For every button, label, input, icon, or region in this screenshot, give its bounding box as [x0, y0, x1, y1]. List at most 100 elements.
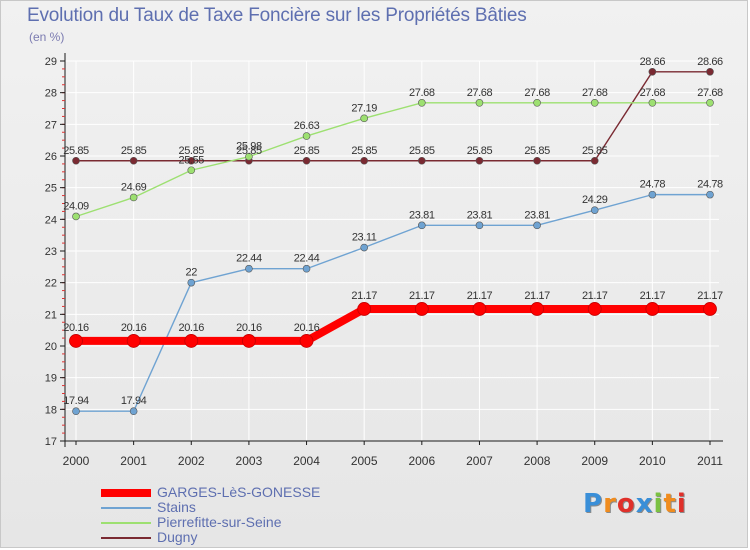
point-stains-2009 — [590, 206, 599, 214]
data-label-stains-2008: 23.81 — [524, 209, 550, 221]
point-pierrefitte-2004 — [302, 132, 311, 140]
point-pierrefitte-2005 — [360, 114, 368, 123]
x-tick-label-2007: 2007 — [466, 454, 493, 468]
point-stains-2003 — [245, 264, 253, 273]
data-label-pierrefitte-2004: 26.63 — [294, 120, 320, 132]
point-dugny-2008 — [533, 156, 541, 165]
legend-swatch-stains — [101, 507, 151, 509]
point-pierrefitte-2008 — [533, 99, 541, 107]
data-label-garges-2009: 21.17 — [582, 290, 608, 302]
point-pierrefitte-2001 — [129, 193, 138, 202]
data-label-dugny-2000: 25.85 — [63, 145, 89, 157]
data-label-stains-2006: 23.81 — [409, 209, 435, 221]
point-garges-2009 — [587, 302, 602, 316]
point-pierrefitte-2010 — [648, 99, 657, 107]
data-label-garges-2005: 21.17 — [351, 290, 377, 302]
point-stains-2011 — [706, 190, 714, 199]
y-tick-label-19: 19 — [45, 373, 57, 385]
point-stains-2010 — [648, 190, 657, 199]
x-tick-label-2001: 2001 — [120, 454, 147, 468]
data-label-dugny-2004: 25.85 — [294, 145, 320, 157]
data-label-dugny-2007: 25.85 — [467, 145, 493, 157]
y-axis-unit-label: (en %) — [29, 30, 65, 44]
point-garges-2002 — [184, 334, 199, 348]
point-garges-2004 — [299, 334, 314, 348]
data-label-stains-2004: 22.44 — [294, 253, 320, 265]
logo-letter: x — [635, 489, 654, 519]
point-pierrefitte-2006 — [418, 99, 426, 107]
data-label-garges-2000: 20.16 — [63, 322, 89, 334]
point-garges-2006 — [414, 302, 429, 316]
data-label-dugny-2008: 25.85 — [524, 145, 550, 157]
x-tick-label-2008: 2008 — [524, 454, 551, 468]
data-label-pierrefitte-2011: 27.68 — [697, 87, 723, 99]
data-label-pierrefitte-2005: 27.19 — [351, 102, 377, 114]
logo-letter: i — [653, 489, 664, 519]
point-stains-2001 — [129, 407, 138, 416]
point-dugny-2002 — [187, 156, 196, 165]
point-garges-2000 — [69, 334, 83, 348]
data-label-garges-2003: 20.16 — [236, 322, 262, 334]
x-tick-label-2005: 2005 — [351, 454, 378, 468]
point-pierrefitte-2003 — [245, 152, 253, 161]
legend-label-stains: Stains — [157, 499, 196, 515]
data-label-dugny-2010: 28.66 — [640, 56, 666, 68]
point-stains-2008 — [533, 221, 541, 230]
point-stains-2005 — [360, 243, 368, 252]
legend-swatch-garges — [101, 489, 151, 497]
data-label-dugny-2009: 25.85 — [582, 145, 608, 157]
point-dugny-2006 — [418, 156, 426, 165]
series-line-pierrefitte — [75, 102, 711, 218]
point-dugny-2010 — [648, 67, 657, 76]
data-label-dugny-2003: 25.85 — [236, 145, 262, 157]
point-dugny-2007 — [475, 156, 484, 165]
data-label-stains-2003: 22.44 — [236, 253, 262, 265]
point-stains-2007 — [475, 221, 484, 230]
data-label-garges-2007: 21.17 — [467, 290, 493, 302]
series-line-stains — [75, 193, 711, 412]
point-garges-2007 — [472, 302, 487, 316]
data-label-stains-2005: 23.11 — [352, 232, 377, 244]
point-dugny-2004 — [302, 156, 311, 165]
point-dugny-2001 — [129, 156, 138, 165]
legend-swatch-pierrefitte — [101, 522, 151, 524]
point-garges-2003 — [242, 334, 256, 348]
x-tick-label-2000: 2000 — [63, 454, 90, 468]
data-label-pierrefitte-2002: 25.55 — [179, 154, 205, 166]
data-label-garges-2008: 21.17 — [524, 290, 550, 302]
point-stains-2004 — [302, 264, 311, 273]
point-pierrefitte-2011 — [706, 99, 714, 107]
chart-title: Evolution du Taux de Taxe Foncière sur l… — [27, 5, 527, 26]
data-label-garges-2010: 21.17 — [640, 290, 666, 302]
point-stains-2006 — [418, 221, 426, 230]
point-garges-2001 — [126, 334, 141, 348]
x-tick-label-2003: 2003 — [236, 454, 263, 468]
y-tick-label-18: 18 — [45, 404, 57, 416]
point-stains-2000 — [72, 407, 80, 416]
data-label-dugny-2011: 28.66 — [697, 56, 723, 68]
point-garges-2008 — [530, 302, 544, 316]
y-tick-label-23: 23 — [45, 246, 57, 258]
data-label-stains-2011: 24.78 — [697, 179, 723, 191]
data-label-pierrefitte-2000: 24.09 — [63, 200, 89, 212]
data-label-garges-2002: 20.16 — [179, 322, 205, 334]
x-tick-label-2009: 2009 — [581, 454, 608, 468]
point-stains-2002 — [187, 278, 196, 287]
legend-swatch-dugny — [101, 537, 151, 539]
data-label-garges-2011: 21.17 — [697, 290, 723, 302]
logo-letter: P — [583, 489, 604, 519]
data-label-pierrefitte-2010: 27.68 — [640, 87, 666, 99]
y-tick-label-27: 27 — [45, 119, 57, 131]
data-label-dugny-2002: 25.85 — [179, 145, 205, 157]
logo-letter: r — [603, 489, 617, 519]
y-tick-label-20: 20 — [45, 341, 57, 353]
logo-letter: i — [676, 489, 687, 519]
series-line-dugny — [75, 71, 711, 162]
y-tick-label-17: 17 — [45, 436, 57, 448]
data-label-stains-2001: 17.94 — [121, 395, 147, 407]
x-tick-label-2011: 2011 — [697, 454, 723, 468]
data-label-stains-2007: 23.81 — [467, 209, 493, 221]
data-label-stains-2009: 24.29 — [582, 194, 608, 206]
